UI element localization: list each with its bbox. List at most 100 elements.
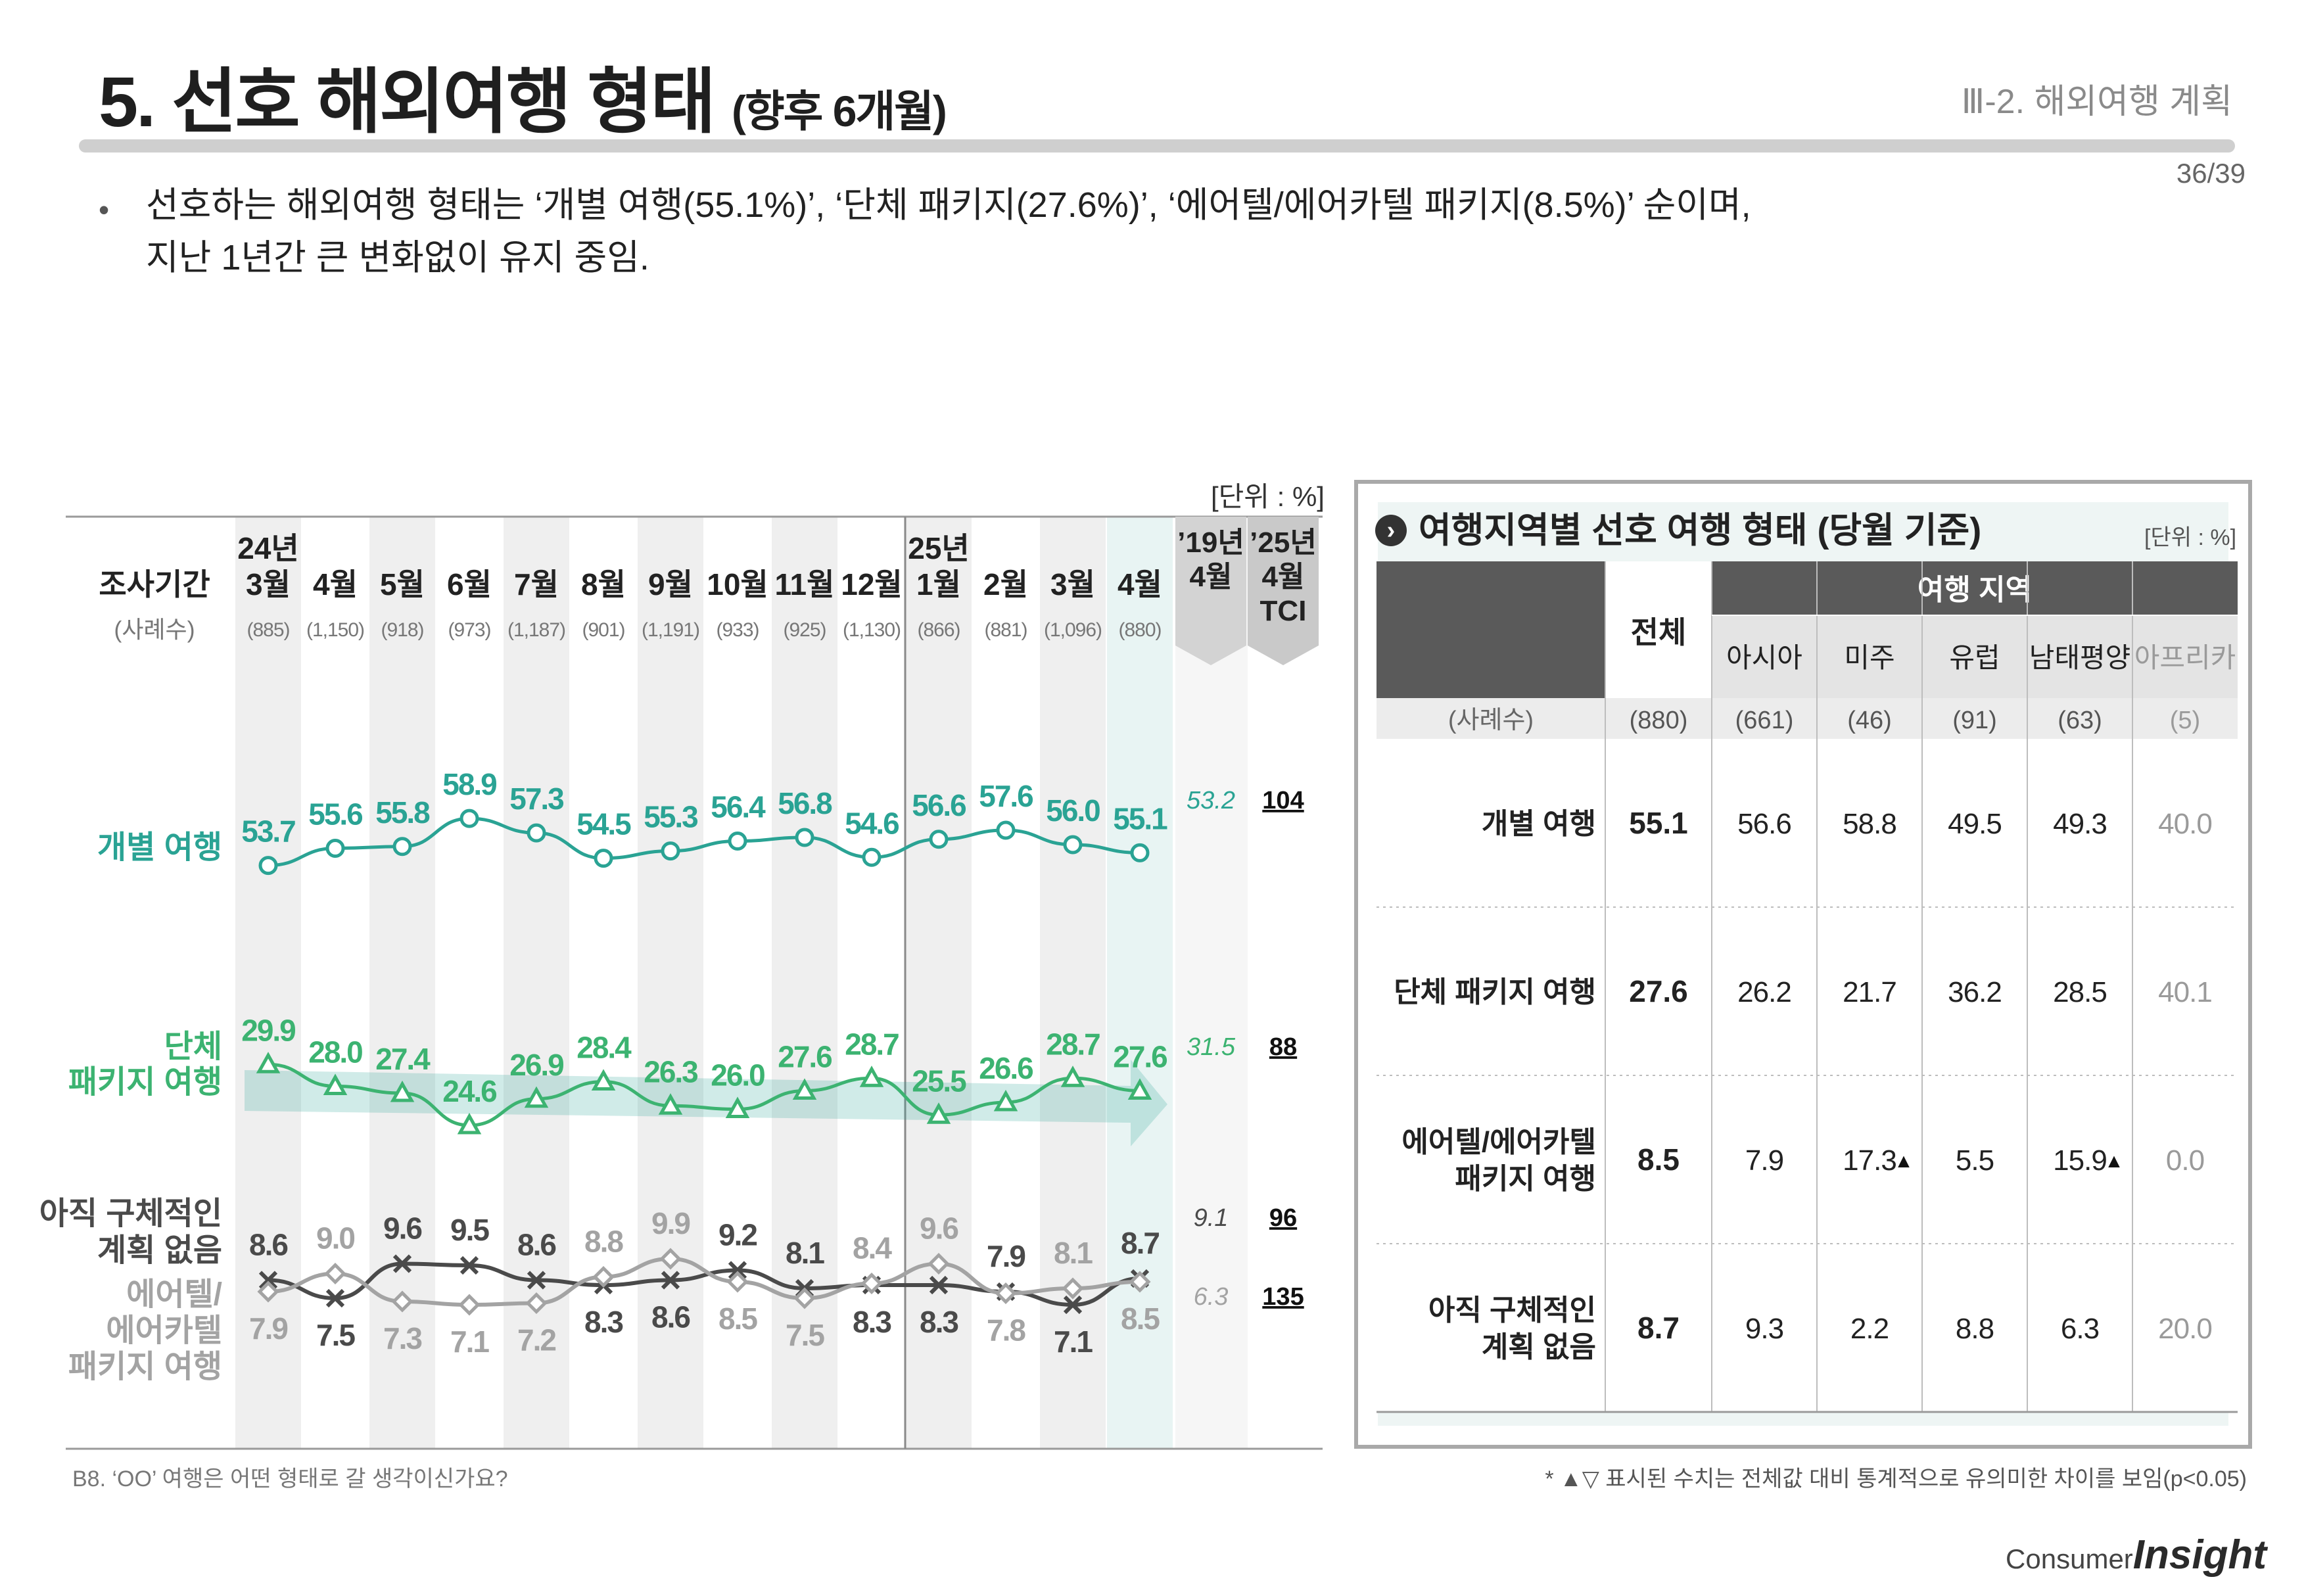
series-line [268, 1062, 1141, 1127]
data-point-circle [392, 837, 412, 857]
data-label: 8.3 [584, 1305, 623, 1339]
sample-header: (사례수) [114, 616, 195, 643]
data-point-triangle [1127, 1078, 1152, 1100]
data-point-circle [795, 828, 814, 847]
column-shade [906, 517, 972, 1449]
data-label: 8.6 [517, 1228, 555, 1262]
region-panel-unit: [단위 : %] [2144, 525, 2237, 550]
data-label: 26.9 [509, 1048, 563, 1082]
sample-size-label: (1,130) [843, 619, 901, 641]
table-cell-value: 5.5 [1956, 1144, 1994, 1177]
region-panel-title: › 여행지역별 선호 여행 형태 (당월 기준) [1375, 501, 1981, 553]
ref-header-label: ’19년 [1177, 527, 1244, 559]
sample-size-label: (1,187) [507, 619, 565, 641]
region-header: 남태평양 [2029, 642, 2131, 673]
series-label: 계획 없음 [97, 1233, 222, 1268]
data-label: 57.3 [509, 782, 563, 816]
page-title-main: 5. 선호 해외여행 형태 [99, 62, 716, 141]
page-title: 5. 선호 해외여행 형태 (향후 6개월) [99, 45, 947, 147]
region-header: 아프리카 [2134, 642, 2236, 673]
table-sample-value: (5) [2170, 707, 2200, 734]
data-label: 8.8 [584, 1225, 623, 1259]
data-label: 7.5 [786, 1318, 824, 1352]
data-label: 9.6 [920, 1211, 958, 1246]
total-header-bg [1605, 561, 1712, 698]
table-row-label: 에어텔/에어카텔 [1401, 1126, 1596, 1158]
table-cell-value: 36.2 [1948, 976, 2002, 1008]
data-label: 7.3 [383, 1321, 421, 1355]
month-label: 6월 [447, 567, 492, 601]
region-header: 아시아 [1726, 642, 1802, 673]
data-label: 27.6 [778, 1040, 832, 1074]
table-row-label: 계획 없음 [1482, 1331, 1596, 1363]
table-cell-value: 49.5 [1948, 808, 2002, 840]
data-label: 55.8 [375, 795, 430, 830]
series-label: 패키지 여행 [68, 1350, 222, 1384]
sample-size-label: (925) [783, 619, 826, 641]
sample-size-label: (1,191) [642, 619, 699, 641]
data-label: 8.6 [651, 1300, 690, 1334]
month-label: 2월 [983, 567, 1028, 601]
data-label: 7.1 [1054, 1325, 1093, 1359]
tci-value: 104 [1262, 787, 1304, 814]
data-point-diamond [1129, 1271, 1151, 1293]
ref-header-flag [1175, 517, 1246, 665]
data-label: 29.9 [241, 1013, 295, 1047]
table-sample-value: (661) [1735, 707, 1794, 734]
data-point-diamond [458, 1294, 481, 1316]
data-label: 9.9 [651, 1206, 690, 1240]
data-point-circle [661, 841, 680, 861]
data-label: 7.9 [249, 1311, 287, 1346]
brand-prefix: Consumer [2006, 1543, 2133, 1574]
table-row-label: 단체 패키지 여행 [1394, 976, 1596, 1008]
data-label: 53.7 [241, 814, 295, 849]
data-point-circle [862, 847, 882, 867]
data-point-diamond [257, 1280, 279, 1303]
ref-header-label: TCI [1260, 595, 1307, 627]
table-row-label: 개별 여행 [1482, 808, 1596, 840]
data-label: 56.8 [778, 786, 832, 820]
data-point-diamond [793, 1287, 816, 1309]
data-label: 55.3 [644, 800, 697, 834]
ref-2019-value: 31.5 [1187, 1033, 1236, 1061]
table-cell-value: 2.2 [1850, 1313, 1889, 1345]
data-point-triangle [1060, 1066, 1085, 1087]
section-label: Ⅲ-2. 해외여행 계획 [1961, 83, 2232, 121]
data-label: 28.7 [1046, 1027, 1100, 1061]
data-label: 54.6 [845, 806, 899, 840]
data-label: 8.3 [920, 1305, 958, 1339]
ref-column-shade [1175, 517, 1248, 1449]
data-point-diamond [659, 1248, 682, 1270]
table-total-value: 27.6 [1629, 974, 1688, 1008]
table-cell-value: 15.9 [2053, 1144, 2107, 1177]
year-label: 24년 [237, 531, 299, 565]
data-label: 56.0 [1046, 793, 1100, 828]
data-point-x [1063, 1295, 1083, 1315]
series-label: 아직 구체적인 [39, 1196, 222, 1231]
month-label: 10월 [707, 567, 768, 601]
data-point-diamond [928, 1252, 950, 1275]
data-point-circle [258, 856, 278, 876]
data-label: 25.5 [912, 1064, 966, 1098]
table-sample-value: (63) [2058, 707, 2102, 734]
data-point-triangle [323, 1073, 348, 1095]
data-label: 8.1 [786, 1236, 824, 1270]
summary-line-1: 선호하는 해외여행 형태는 ‘개별 여행(55.1%)’, ‘단체 패키지(27… [146, 185, 1751, 225]
tci-value: 96 [1269, 1204, 1297, 1232]
data-point-x [661, 1271, 680, 1290]
data-point-circle [1063, 835, 1083, 855]
region-header-bg [1712, 615, 2238, 698]
data-label: 26.6 [979, 1051, 1033, 1085]
data-label: 57.6 [979, 779, 1033, 813]
month-label: 5월 [380, 567, 425, 601]
data-point-circle [527, 823, 546, 843]
summary-line-2: 지난 1년간 큰 변화없이 유지 중임. [146, 238, 649, 277]
series-label: 에어텔/ [126, 1277, 222, 1312]
table-cell-value: 17.3 [1843, 1144, 1896, 1177]
data-label: 55.1 [1113, 801, 1167, 835]
data-label: 9.0 [316, 1221, 354, 1256]
data-label: 56.4 [711, 790, 766, 824]
data-label: 9.2 [718, 1218, 757, 1252]
page-title-sub: (향후 6개월) [731, 87, 947, 135]
month-label: 3월 [1050, 567, 1095, 601]
